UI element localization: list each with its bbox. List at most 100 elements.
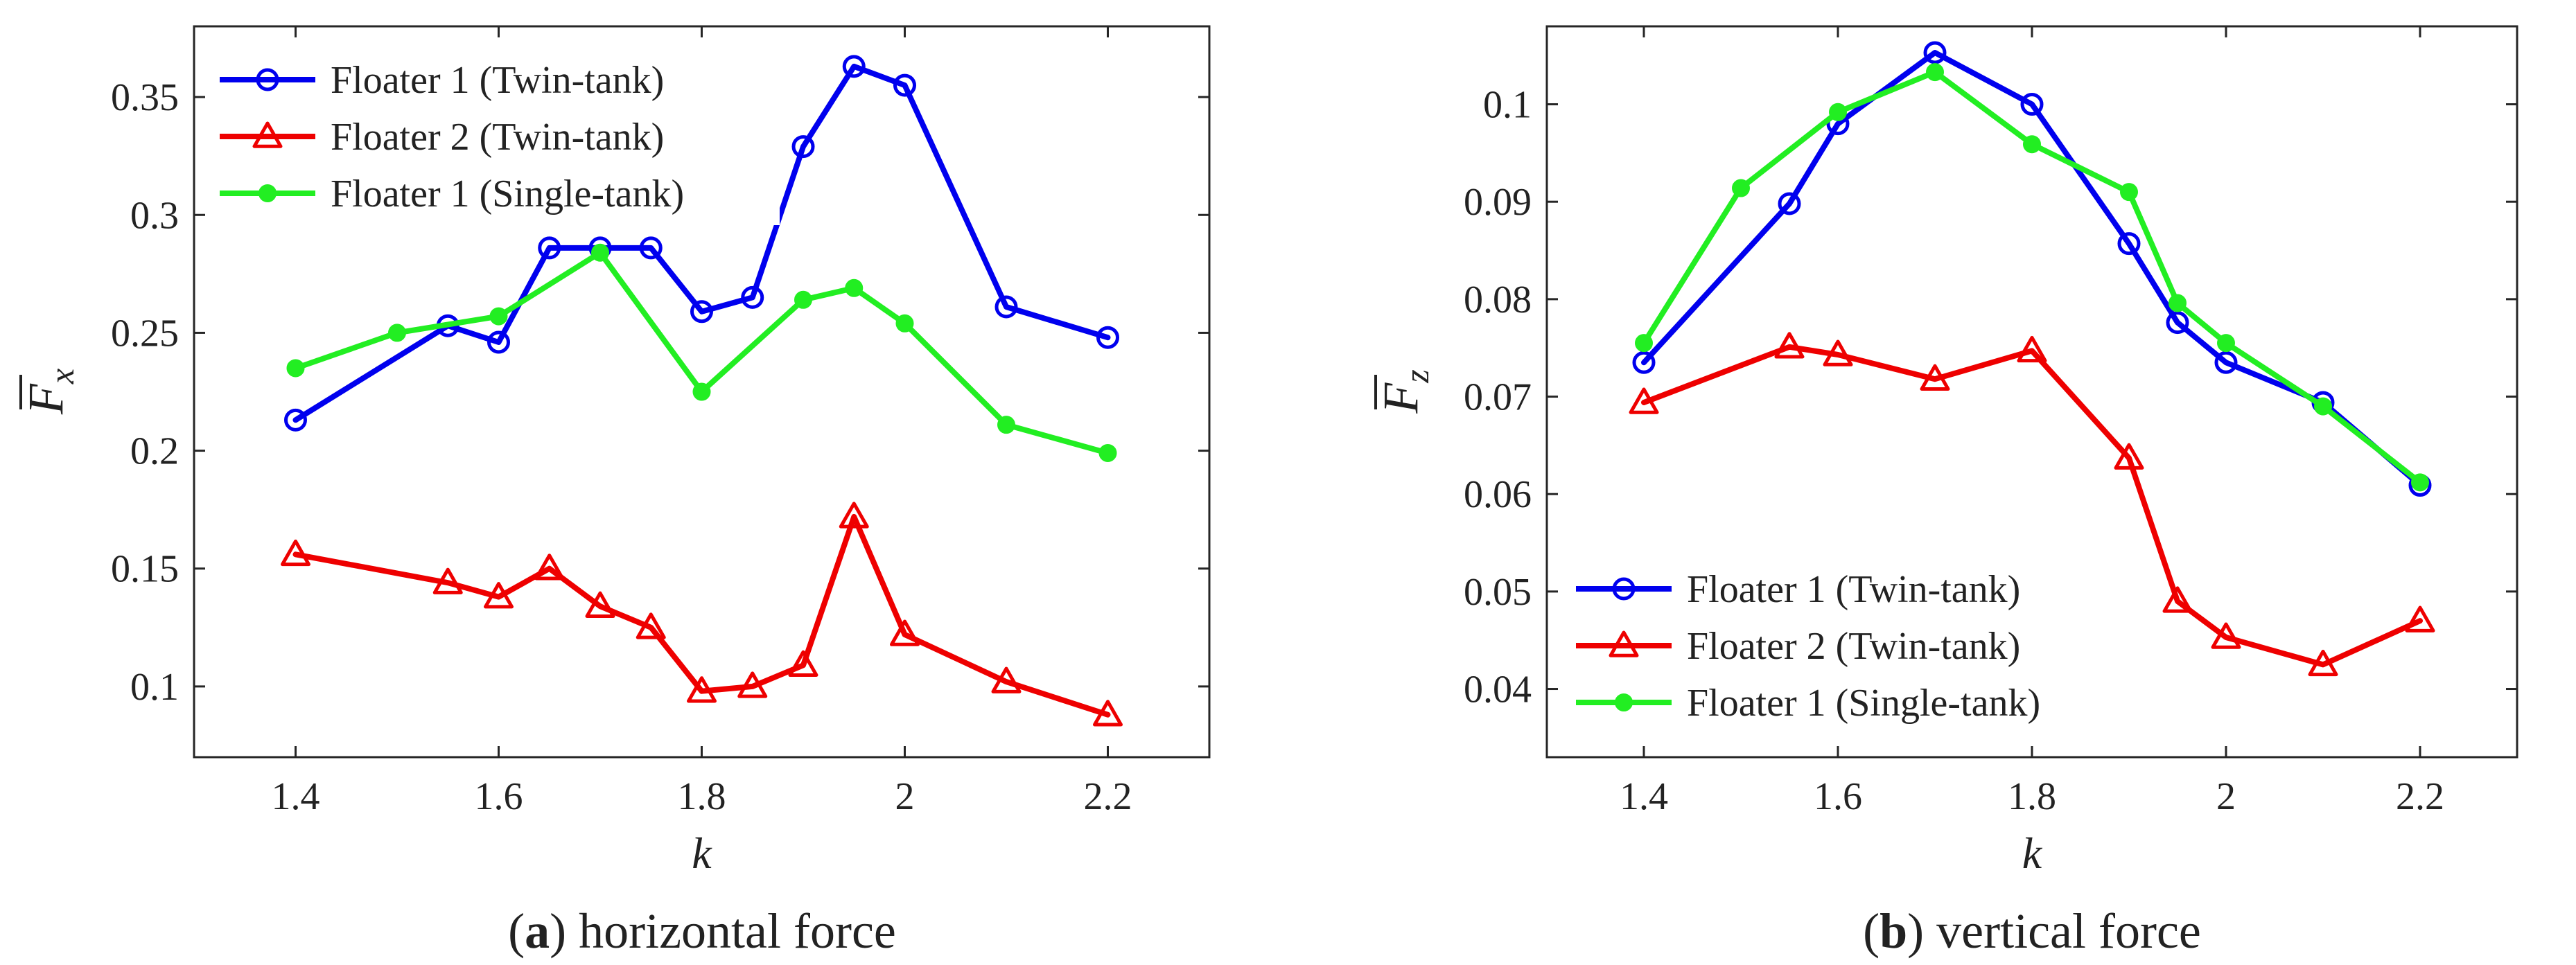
data-point (687, 676, 717, 703)
data-point (2405, 605, 2435, 632)
data-point (1096, 326, 1119, 349)
legend-entry-2: Floater 2 (Twin-tank) (1576, 625, 2020, 668)
data-point (2114, 443, 2144, 470)
series-3 (286, 243, 1117, 462)
data-point (2166, 311, 2189, 335)
data-point (484, 582, 514, 609)
x-tick-label: 1.8 (2008, 775, 2056, 818)
series-line (1641, 69, 2423, 486)
data-point (839, 502, 869, 529)
y-tick-label: 0.15 (111, 548, 179, 591)
y-axis-label-subscript: z (1397, 369, 1436, 383)
data-point (2020, 93, 2044, 116)
data-point (895, 314, 914, 333)
data-point (2120, 183, 2138, 202)
y-tick-label: 0.3 (130, 194, 179, 237)
y-tick-label: 0.07 (1464, 376, 1532, 419)
x-tick-label: 1.6 (475, 775, 523, 818)
data-point (2168, 294, 2187, 312)
y-axis-label: Fz (1373, 369, 1436, 414)
data-point (1093, 700, 1123, 727)
y-tick-label: 0.06 (1464, 473, 1532, 516)
x-tick-label: 2.2 (2396, 775, 2444, 818)
x-tick-label: 2 (2216, 775, 2236, 818)
x-tick-label: 2.2 (1084, 775, 1132, 818)
legend-entry-3: Floater 1 (Single-tank) (1576, 682, 2040, 725)
caption-letter: a (525, 903, 550, 959)
y-axis-label-text: Fz (1373, 369, 1436, 414)
data-point (2308, 649, 2338, 677)
data-point (284, 408, 307, 432)
series-line (292, 63, 1111, 423)
data-point (2411, 473, 2429, 492)
y-tick-label: 0.1 (130, 666, 179, 709)
series-2 (1629, 332, 2435, 677)
y-tick-label: 0.09 (1464, 181, 1532, 224)
legend-marker (1609, 630, 1639, 657)
data-point (2117, 232, 2141, 256)
series-3 (1635, 63, 2429, 492)
data-point (534, 554, 565, 581)
y-tick-label: 0.25 (111, 312, 179, 355)
legend-marker (1615, 693, 1633, 711)
legend-label: Floater 1 (Single-tank) (1687, 682, 2040, 725)
legend-marker (256, 68, 279, 91)
x-tick-label: 1.8 (678, 775, 726, 818)
data-point (788, 650, 818, 678)
data-point (2162, 586, 2193, 613)
legend-marker (259, 184, 277, 202)
series-line (1641, 344, 2423, 668)
data-point (997, 416, 1015, 434)
data-point (1732, 179, 1750, 197)
data-point (741, 285, 764, 309)
y-axis-label-text: Fx (18, 369, 81, 415)
series-2 (281, 502, 1123, 727)
data-point (2314, 397, 2332, 416)
data-point (1778, 192, 1801, 215)
legend-marker (1612, 577, 1636, 601)
data-point (1823, 339, 1853, 366)
data-point (1629, 387, 1659, 414)
legend-entry-2: Floater 2 (Twin-tank) (220, 116, 664, 159)
y-tick-label: 0.1 (1483, 84, 1532, 127)
data-point (538, 236, 561, 260)
data-point (2211, 622, 2241, 649)
y-tick-label: 0.04 (1464, 669, 1532, 711)
caption-text: vertical force (1924, 903, 2201, 959)
data-point (1632, 351, 1656, 374)
legend-label: Floater 2 (Twin-tank) (331, 116, 664, 159)
data-point (845, 278, 864, 297)
data-point (1098, 443, 1117, 462)
caption: (b) vertical force (1863, 903, 2201, 959)
legend-marker (252, 121, 283, 148)
data-point (890, 619, 920, 646)
data-point (1635, 334, 1653, 353)
data-point (1920, 364, 1950, 391)
data-point (2217, 334, 2235, 353)
data-point (2214, 351, 2238, 374)
data-point (690, 300, 713, 324)
data-point (2017, 335, 2047, 363)
data-point (489, 307, 508, 326)
caption-paren-close: ) (550, 903, 566, 959)
legend: Floater 1 (Twin-tank) Floater 2 (Twin-tan… (211, 42, 780, 225)
data-point (737, 671, 768, 698)
legend-label: Floater 1 (Twin-tank) (1687, 568, 2020, 611)
x-tick-label: 1.6 (1814, 775, 1862, 818)
data-point (692, 382, 711, 401)
data-point (2023, 135, 2041, 154)
x-tick-label: 2 (895, 775, 915, 818)
caption-letter: b (1880, 903, 1907, 959)
series-line (292, 249, 1111, 456)
y-axis-label: Fx (18, 369, 81, 415)
legend: Floater 1 (Twin-tank) Floater 2 (Twin-tan… (1568, 551, 2136, 734)
y-tick-label: 0.2 (130, 430, 179, 473)
series-1 (284, 55, 1119, 432)
legend-entry-1: Floater 1 (Twin-tank) (220, 59, 664, 102)
series-1 (1632, 41, 2432, 497)
data-point (791, 135, 815, 159)
caption: (a) horizontal force (508, 903, 896, 959)
y-axis-label-symbol: F (1373, 382, 1428, 414)
data-point (1774, 332, 1805, 359)
